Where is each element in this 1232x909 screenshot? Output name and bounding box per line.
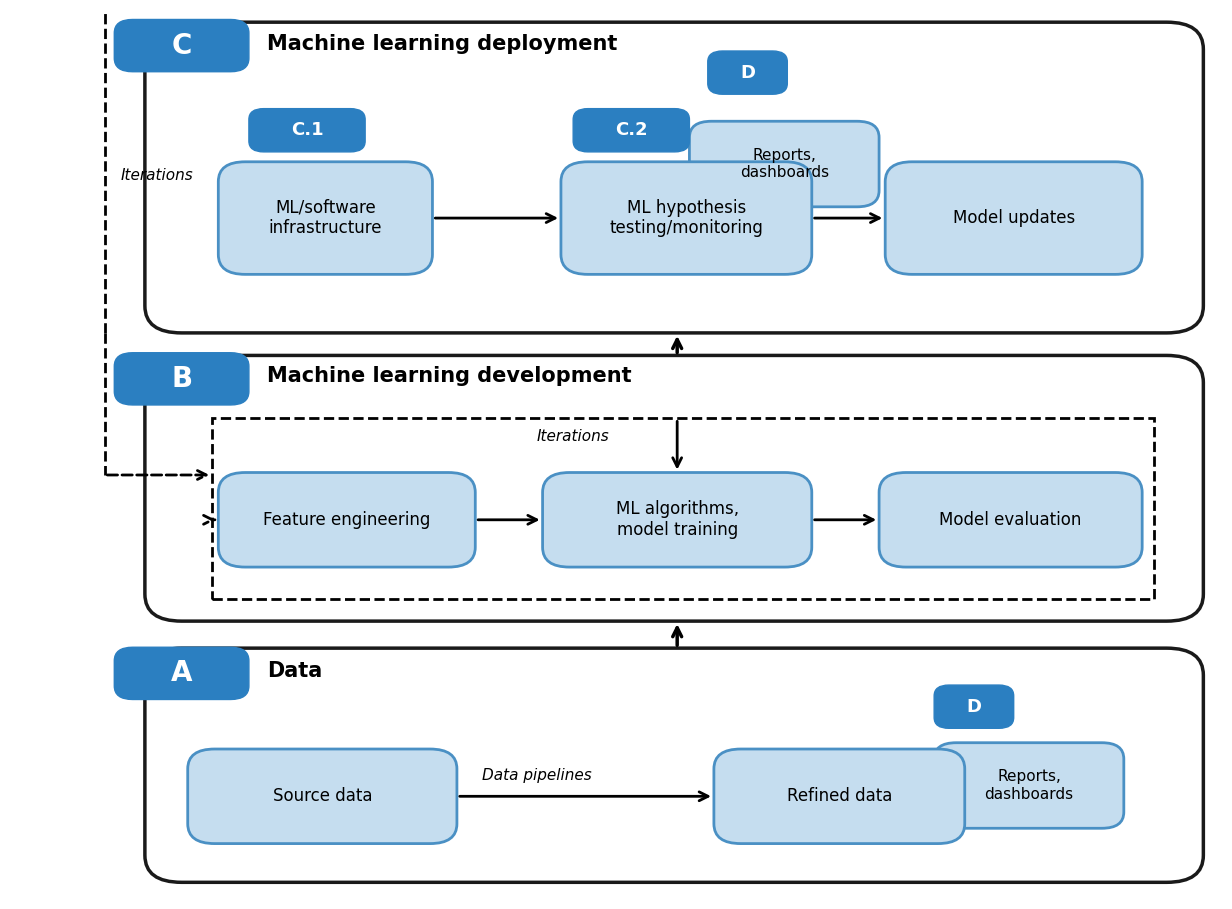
FancyBboxPatch shape bbox=[561, 162, 812, 275]
FancyBboxPatch shape bbox=[187, 749, 457, 844]
FancyBboxPatch shape bbox=[886, 162, 1142, 275]
FancyBboxPatch shape bbox=[115, 647, 249, 700]
FancyBboxPatch shape bbox=[115, 353, 249, 405]
FancyBboxPatch shape bbox=[218, 473, 476, 567]
FancyBboxPatch shape bbox=[249, 109, 365, 152]
Text: Machine learning deployment: Machine learning deployment bbox=[267, 34, 617, 54]
Text: Machine learning development: Machine learning development bbox=[267, 366, 632, 386]
Text: Feature engineering: Feature engineering bbox=[264, 511, 430, 529]
Text: A: A bbox=[171, 659, 192, 687]
FancyBboxPatch shape bbox=[880, 473, 1142, 567]
FancyBboxPatch shape bbox=[934, 743, 1124, 828]
FancyBboxPatch shape bbox=[115, 19, 249, 72]
Text: C.1: C.1 bbox=[291, 121, 323, 139]
Text: Model evaluation: Model evaluation bbox=[940, 511, 1082, 529]
Text: Iterations: Iterations bbox=[536, 429, 609, 444]
FancyBboxPatch shape bbox=[218, 162, 432, 275]
Text: Reports,
dashboards: Reports, dashboards bbox=[739, 148, 829, 180]
FancyBboxPatch shape bbox=[145, 648, 1204, 883]
Text: Refined data: Refined data bbox=[786, 787, 892, 805]
Text: D: D bbox=[966, 698, 982, 715]
Text: C.2: C.2 bbox=[615, 121, 648, 139]
Text: Data pipelines: Data pipelines bbox=[482, 768, 591, 784]
Text: D: D bbox=[740, 64, 755, 82]
Text: Reports,
dashboards: Reports, dashboards bbox=[984, 769, 1073, 802]
Text: B: B bbox=[171, 365, 192, 393]
Text: ML hypothesis
testing/monitoring: ML hypothesis testing/monitoring bbox=[610, 199, 764, 237]
Bar bbox=[212, 418, 1154, 599]
Text: ML/software
infrastructure: ML/software infrastructure bbox=[269, 199, 382, 237]
Text: Iterations: Iterations bbox=[121, 168, 193, 183]
FancyBboxPatch shape bbox=[145, 22, 1204, 333]
Text: Data: Data bbox=[267, 661, 323, 681]
FancyBboxPatch shape bbox=[690, 121, 880, 207]
FancyBboxPatch shape bbox=[707, 51, 787, 95]
FancyBboxPatch shape bbox=[145, 355, 1204, 621]
Text: C: C bbox=[171, 32, 192, 60]
FancyBboxPatch shape bbox=[573, 109, 690, 152]
FancyBboxPatch shape bbox=[934, 685, 1014, 728]
FancyBboxPatch shape bbox=[542, 473, 812, 567]
Text: Model updates: Model updates bbox=[952, 209, 1074, 227]
FancyBboxPatch shape bbox=[713, 749, 965, 844]
Text: Source data: Source data bbox=[272, 787, 372, 805]
Text: ML algorithms,
model training: ML algorithms, model training bbox=[616, 500, 739, 539]
